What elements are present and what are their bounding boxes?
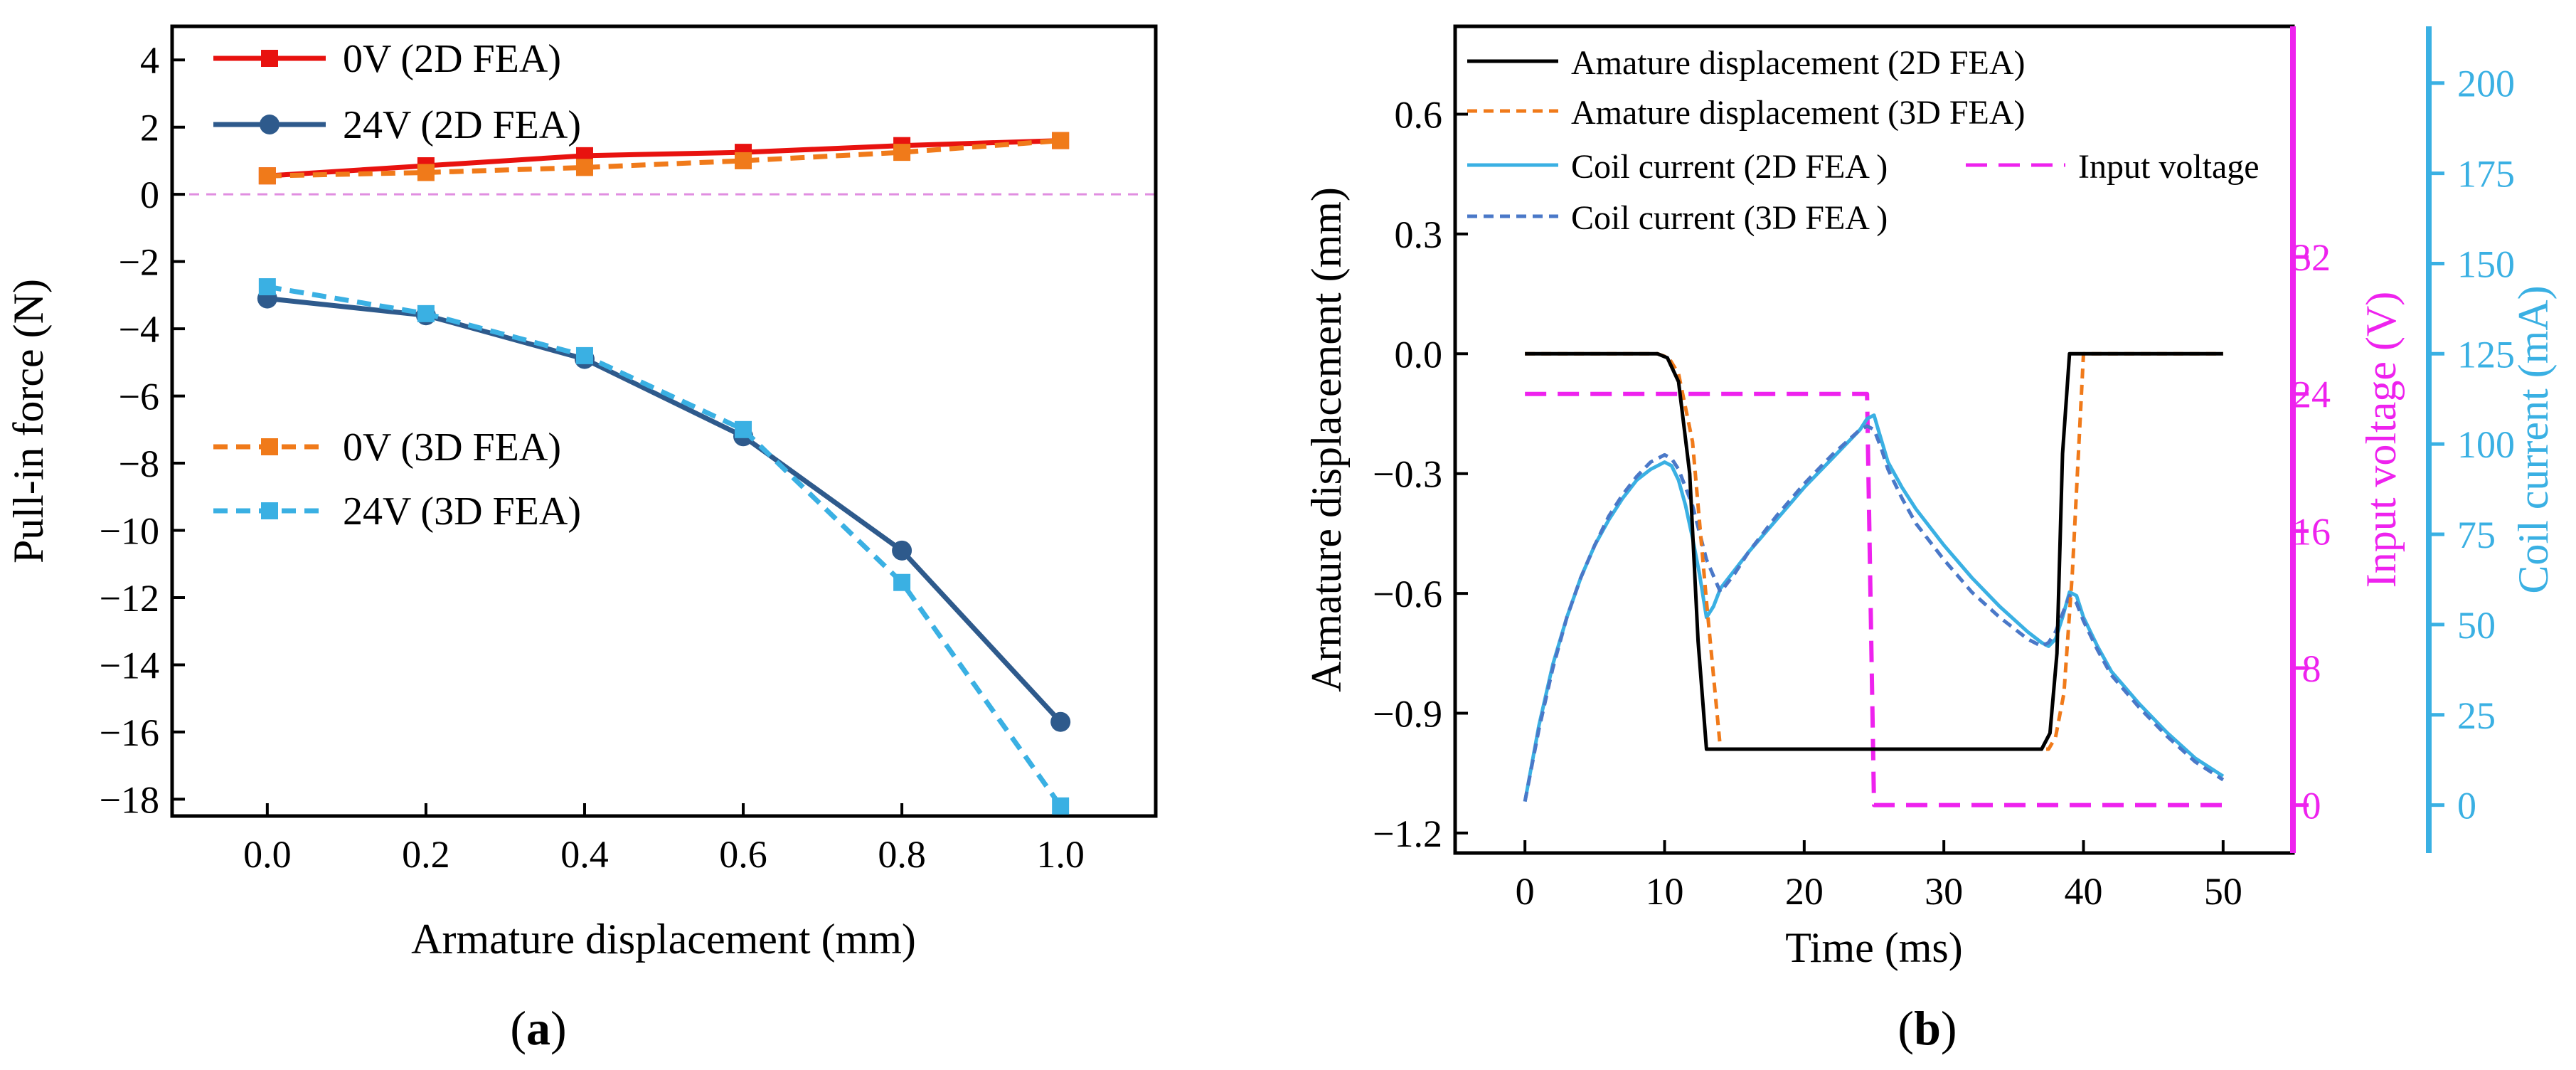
series-line-a-1	[267, 296, 1063, 724]
panel-label-a: (a)	[510, 1001, 566, 1055]
x-tick-label-b: 10	[1646, 870, 1684, 913]
y-tick-label-a: −14	[100, 644, 159, 687]
legend-label-b-2: Coil current (2D FEA )	[1571, 148, 1888, 186]
legend-label-b-0: Amature displacement (2D FEA)	[1571, 44, 2025, 82]
y-axis-label-a: Pull-in force (N)	[5, 279, 52, 563]
y-tick-label-a: −16	[100, 711, 159, 754]
legend-label-b-4: Input voltage	[2078, 148, 2260, 186]
y-axis-label-b: Armature displacement (mm)	[1303, 187, 1350, 692]
data-point-a-2	[258, 167, 276, 185]
panel-a-chart: 0.0 0.2 0.4 0.6 0.8 1.0 4 2 0 −2 −4 −6 −8 −10 −12 −14 −1…	[5, 24, 1158, 1055]
y-tick-label-a: 2	[140, 107, 159, 149]
x-tick-label-a: 0.6	[719, 833, 767, 876]
y-tick-label-b: 0.0	[1395, 333, 1443, 376]
legend-label-a-1: 24V (2D FEA)	[343, 103, 581, 147]
y-tick-label-a: −10	[100, 510, 159, 553]
y-tick-label-b: −0.6	[1373, 573, 1442, 615]
y-right-tick-label-current: 175	[2457, 153, 2515, 196]
legend-label-a-0: 0V (2D FEA)	[343, 37, 561, 81]
plot-frame-a	[170, 24, 1158, 818]
legend-label-a-3: 24V (3D FEA)	[343, 489, 581, 534]
data-point-a-3	[575, 346, 593, 364]
legend-label-b-3: Coil current (3D FEA )	[1571, 199, 1888, 237]
x-axis-label-a: Armature displacement (mm)	[411, 916, 916, 963]
x-tick-label-a: 0.8	[878, 833, 926, 876]
y-tick-label-a: −4	[119, 308, 159, 351]
y-right-tick-label-current: 50	[2457, 604, 2496, 647]
y-tick-label-a: −6	[119, 376, 159, 418]
y-right-tick-label-voltage: 8	[2302, 647, 2321, 690]
y-right-tick-label-current: 0	[2457, 785, 2476, 827]
legend-marker-a-3	[261, 502, 278, 519]
y-tick-label-b: −0.3	[1373, 453, 1442, 496]
data-point-a-3	[417, 304, 435, 322]
series-line-a-3	[267, 284, 1063, 807]
series-line-a-2	[267, 138, 1061, 179]
y-right-tick-label-voltage: 32	[2292, 236, 2331, 279]
data-point-a-3	[735, 420, 752, 438]
data-point-a-3	[258, 278, 276, 296]
y-tick-label-b: −1.2	[1373, 812, 1442, 855]
series-line-b-2	[1523, 413, 2225, 802]
y-right-tick-label-current: 150	[2457, 243, 2515, 285]
y-right-label-voltage: Input voltage (V)	[2358, 292, 2405, 588]
data-point-a-1	[1050, 711, 1071, 732]
y-tick-label-b: 0.3	[1395, 213, 1443, 256]
legend-label-b-1: Amature displacement (3D FEA)	[1571, 94, 2025, 132]
x-tick-label-b: 0	[1516, 870, 1535, 913]
y-right-tick-label-current: 100	[2457, 423, 2515, 466]
x-tick-label-b: 50	[2204, 870, 2242, 913]
y-tick-label-a: −12	[100, 577, 159, 620]
series-line-b-0	[1525, 351, 2223, 751]
panel-label-b: (b)	[1898, 1001, 1957, 1055]
legend-marker-a-0	[261, 50, 278, 67]
y-tick-label-b: −0.9	[1373, 693, 1442, 736]
legend-marker-a-1	[260, 115, 280, 134]
data-point-a-2	[1052, 132, 1070, 149]
y-tick-label-a: −8	[119, 443, 159, 485]
series-line-a-0	[267, 138, 1061, 179]
panel-b-chart: 0 10 20 30 40 50 0.6 0.3 0.0 −0.3 −0.6 −0.9 −1.2 32 24…	[1303, 24, 2557, 1055]
x-tick-label-b: 30	[1925, 870, 1963, 913]
y-right-tick-label-current: 25	[2457, 694, 2496, 737]
x-tick-label-a: 0.4	[560, 833, 609, 876]
data-point-a-2	[575, 159, 593, 176]
y-tick-label-b: 0.6	[1395, 93, 1443, 136]
y-right-tick-label-voltage: 16	[2292, 510, 2331, 553]
x-tick-label-a: 0.0	[243, 833, 292, 876]
y-right-tick-label-current: 75	[2457, 514, 2496, 556]
y-tick-label-a: 4	[140, 39, 159, 82]
x-tick-label-a: 1.0	[1036, 833, 1085, 876]
y-right-tick-label-current: 125	[2457, 333, 2515, 376]
x-tick-label-a: 0.2	[402, 833, 450, 876]
y-right-tick-label-voltage: 0	[2302, 785, 2321, 827]
series-line-b-3	[1523, 424, 2225, 802]
data-point-a-2	[417, 164, 435, 181]
y-tick-label-a: −18	[100, 778, 159, 821]
y-tick-label-a: 0	[140, 174, 159, 216]
x-tick-label-b: 20	[1785, 870, 1824, 913]
data-point-a-3	[893, 573, 911, 591]
data-point-a-2	[735, 152, 752, 169]
legend-label-a-2: 0V (3D FEA)	[343, 425, 561, 470]
data-point-a-2	[893, 144, 911, 161]
data-point-a-3	[1052, 797, 1070, 815]
y-right-label-current: Coil current (mA)	[2510, 285, 2557, 593]
x-axis-label-b: Time (ms)	[1785, 924, 1963, 971]
x-tick-label-b: 40	[2065, 870, 2103, 913]
y-tick-label-a: −2	[119, 241, 159, 284]
series-line-b-4	[1525, 391, 2223, 807]
data-point-a-1	[892, 540, 912, 561]
y-right-tick-label-current: 200	[2457, 63, 2515, 105]
legend-marker-a-2	[261, 438, 278, 455]
y-right-tick-label-voltage: 24	[2292, 374, 2331, 416]
